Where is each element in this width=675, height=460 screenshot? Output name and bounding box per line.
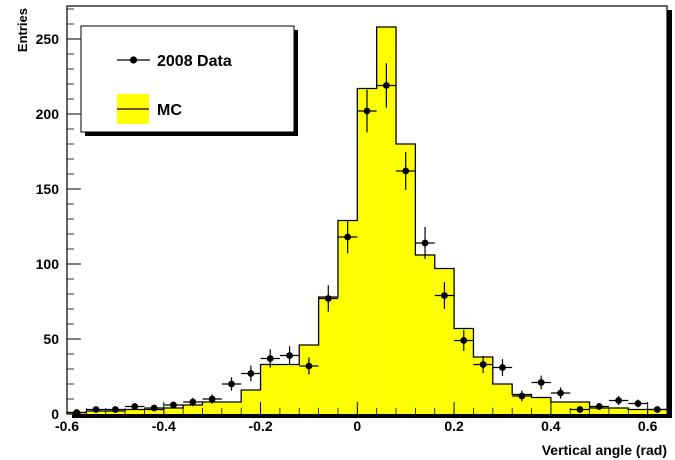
mc-bar [241, 390, 261, 414]
y-tick-label: 0 [51, 406, 59, 422]
mc-bar [221, 402, 242, 414]
x-tick-label: -0.4 [152, 418, 176, 434]
data-point [518, 392, 526, 400]
data-point [441, 292, 448, 299]
mc-bar [163, 408, 184, 414]
y-tick-label: 200 [36, 106, 60, 122]
x-tick-label: 0.6 [638, 418, 658, 434]
data-points [67, 63, 667, 416]
data-point [363, 107, 371, 115]
legend-mc-label: MC [157, 102, 182, 119]
mc-bar [473, 357, 493, 414]
mc-bar [202, 402, 222, 414]
data-point [131, 403, 139, 410]
data-point [305, 362, 313, 370]
legend-data-label: 2008 Data [157, 53, 232, 70]
data-point [189, 398, 197, 406]
data-point [150, 404, 158, 412]
x-tick-label: 0.2 [444, 418, 464, 434]
legend-box [80, 25, 295, 133]
data-point [576, 406, 584, 413]
x-tick-label: 0 [353, 418, 361, 434]
mc-bar [531, 397, 551, 414]
mc-bar [589, 408, 609, 414]
data-point [421, 239, 429, 247]
data-point [266, 355, 274, 362]
data-point [92, 406, 100, 413]
data-point [344, 233, 352, 241]
x-tick-label: 0.4 [541, 418, 561, 434]
legend: 2008 Data MC [80, 25, 298, 136]
mc-bar [492, 384, 513, 414]
mc-histogram [66, 26, 667, 414]
data-point [73, 409, 81, 416]
mc-bar [396, 144, 416, 414]
mc-bar [434, 268, 455, 414]
x-tick-label: -0.6 [55, 418, 79, 434]
data-point [286, 352, 293, 359]
data-point [460, 337, 468, 344]
mc-bar [260, 364, 280, 414]
mc-bar [299, 345, 319, 414]
data-point [615, 397, 623, 404]
data-point [324, 295, 332, 302]
data-point [537, 379, 545, 386]
data-point [247, 370, 255, 377]
data-point [208, 395, 216, 403]
mc-bar [337, 220, 358, 414]
data-point [402, 167, 410, 175]
y-tick-label: 250 [36, 31, 60, 47]
legend-data-marker [129, 56, 138, 64]
y-tick-label: 100 [36, 256, 60, 272]
x-axis-title: Vertical angle (rad) [542, 442, 667, 458]
y-tick-label: 150 [36, 181, 60, 197]
data-point [170, 401, 177, 409]
mc-bar [318, 297, 338, 414]
y-tick-label: 50 [43, 331, 59, 347]
data-point [111, 406, 119, 413]
axes: -0.6 -0.4 -0.2 0 0.2 0.4 0.6 0 50 100 150 200 250 [36, 8, 668, 434]
data-point [499, 364, 506, 371]
data-point [557, 389, 564, 397]
mc-outline [66, 26, 667, 414]
mc-bar [512, 394, 532, 414]
mc-bar [144, 409, 164, 414]
data-point [653, 406, 661, 413]
data-point [479, 361, 487, 368]
x-tick-label: -0.2 [248, 418, 272, 434]
mc-bar [454, 328, 474, 414]
y-axis-title: Entries [15, 8, 30, 52]
data-point [228, 380, 235, 388]
data-point [382, 82, 390, 89]
mc-bar [125, 409, 145, 414]
mc-bar [550, 402, 571, 414]
mc-bar [608, 408, 629, 414]
mc-bar [415, 255, 435, 414]
mc-bar [279, 364, 300, 414]
data-point [595, 403, 603, 410]
mc-bar [376, 27, 397, 414]
mc-bar [183, 405, 203, 414]
mc-bar [357, 88, 377, 414]
mc-bar [628, 409, 648, 414]
data-point [634, 400, 642, 407]
